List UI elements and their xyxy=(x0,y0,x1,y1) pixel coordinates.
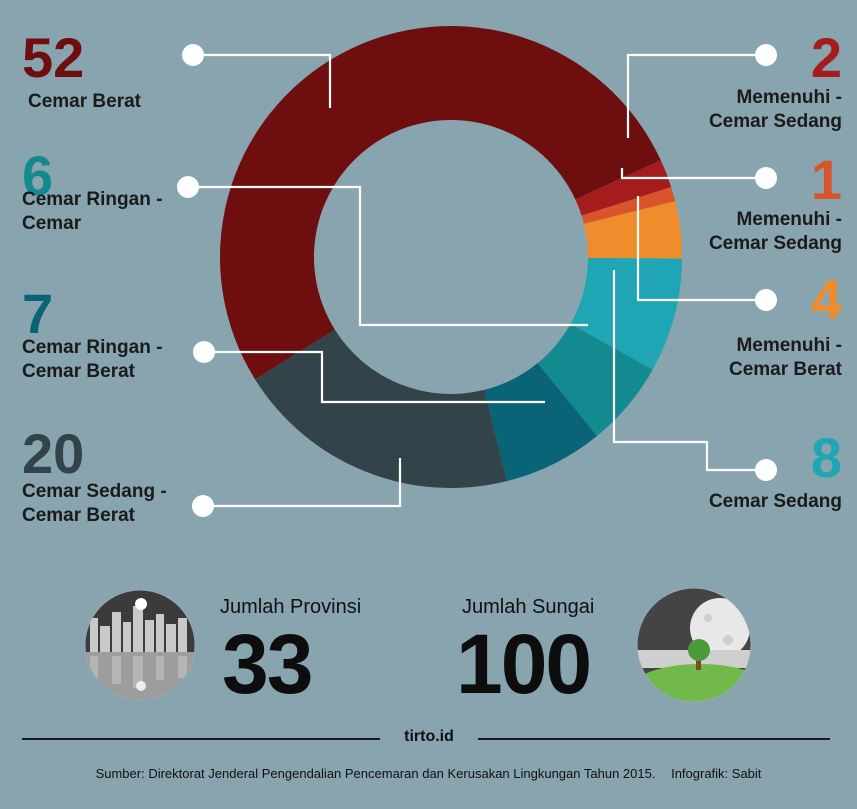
slice-label-3: Memenuhi - Cemar Sedang xyxy=(709,208,842,256)
slice-label-line: Cemar Sedang - xyxy=(22,481,167,502)
credit-text: Infografik: Sabit xyxy=(671,766,762,781)
slice-label-line: Cemar Sedang xyxy=(708,233,842,254)
slice-label-line: Cemar Berat xyxy=(729,359,842,380)
slice-label-line: Cemar xyxy=(22,213,82,234)
leader-line-2 xyxy=(626,53,766,138)
donut-slice-5 xyxy=(570,257,682,370)
donut-slice-1 xyxy=(220,26,661,380)
leader-line-4 xyxy=(636,196,766,302)
slice-label-2: Memenuhi - Cemar Sedang xyxy=(709,86,842,134)
leader-dot-5 xyxy=(755,459,777,481)
provinsi-value: 33 xyxy=(222,617,313,711)
leader-dot-4 xyxy=(755,289,777,311)
leader-dot-3 xyxy=(755,167,777,189)
slice-value-5: 8 xyxy=(810,426,842,489)
donut-slice-2 xyxy=(575,160,672,216)
slice-label-line: Cemar Sedang xyxy=(708,111,842,132)
slice-label-6: Cemar Ringan - Cemar xyxy=(22,188,162,236)
donut-slice-8 xyxy=(255,329,507,488)
slice-label-line: Cemar Berat xyxy=(22,505,135,526)
leader-line-7 xyxy=(204,350,545,404)
slice-label-7: Cemar Ringan - Cemar Berat xyxy=(22,336,162,384)
leader-line-1 xyxy=(193,53,332,108)
footer-rule-left xyxy=(22,738,380,740)
slice-label-8: Cemar Sedang - Cemar Berat xyxy=(22,480,167,528)
slice-label-line: Cemar Sedang xyxy=(708,491,842,512)
slice-value-1: 52 xyxy=(22,26,85,89)
slice-label-line: Cemar Berat xyxy=(22,361,135,382)
slice-label-line: Memenuhi - xyxy=(736,87,842,108)
leader-dot-7 xyxy=(193,341,215,363)
source-line: Sumber: Direktorat Jenderal Pengendalian… xyxy=(0,766,857,781)
leader-dot-2 xyxy=(755,44,777,66)
donut-slice-7 xyxy=(484,363,597,482)
slice-value-2: 2 xyxy=(810,26,842,89)
leader-dot-8 xyxy=(192,495,214,517)
slice-value-7: 7 xyxy=(22,282,54,345)
tree-moon-icon xyxy=(636,587,752,703)
leader-line-6 xyxy=(188,185,588,327)
slice-value-3: 1 xyxy=(810,148,842,211)
donut-slice-4 xyxy=(583,201,683,259)
slice-value-8: 20 xyxy=(22,422,85,485)
leader-dot-1 xyxy=(182,44,204,66)
slice-label-line: Cemar Berat xyxy=(28,91,141,112)
donut-slice-6 xyxy=(537,323,653,437)
donut-slice-3 xyxy=(581,187,676,224)
slice-value-4: 4 xyxy=(810,268,842,331)
sungai-value: 100 xyxy=(456,617,592,711)
leader-line-3 xyxy=(620,168,766,180)
slice-label-4: Memenuhi - Cemar Berat xyxy=(729,334,842,382)
leader-line-8 xyxy=(203,458,402,508)
source-text: Sumber: Direktorat Jenderal Pengendalian… xyxy=(95,766,656,781)
slice-label-5: Cemar Sedang xyxy=(709,490,842,514)
footer-rule-right xyxy=(478,738,830,740)
leader-line-5 xyxy=(612,270,766,472)
city-skyline-icon xyxy=(84,589,196,701)
slice-label-1: Cemar Berat xyxy=(28,90,141,114)
slice-label-line: Memenuhi - xyxy=(736,335,842,356)
provinsi-label: Jumlah Provinsi xyxy=(220,596,362,618)
slice-label-line: Cemar Ringan - xyxy=(22,337,163,358)
slice-label-line: Cemar Ringan - xyxy=(22,189,163,210)
sungai-label: Jumlah Sungai xyxy=(462,596,595,618)
slice-label-line: Memenuhi - xyxy=(736,209,842,230)
slice-value-6: 6 xyxy=(22,144,54,207)
leader-dot-6 xyxy=(177,176,199,198)
brand-logo[interactable]: tirto.id xyxy=(404,728,454,745)
